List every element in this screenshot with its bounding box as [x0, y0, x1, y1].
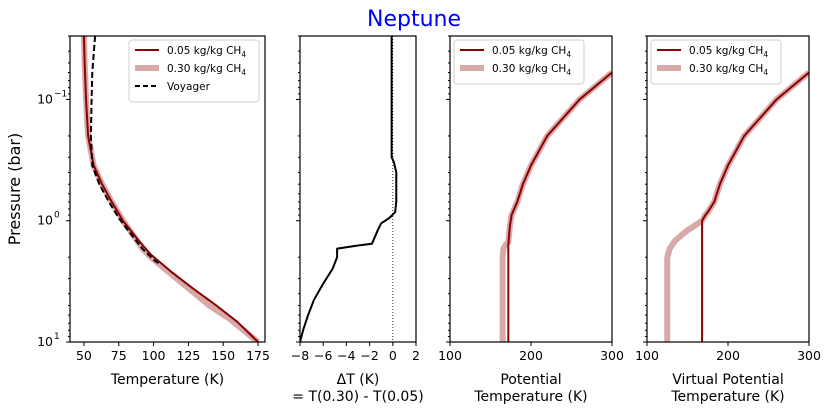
y-tick-exponent: 1 [54, 332, 60, 342]
legend-label-subscript: 4 [241, 50, 246, 59]
x-axis-label: Virtual Potential [672, 372, 784, 388]
y-tick-label: 10 [37, 334, 53, 349]
x-axis-label-line2: Temperature (K) [473, 389, 587, 405]
series-line-thick [499, 70, 612, 342]
y-axis-label: Pressure (bar) [5, 133, 24, 245]
y-tick-exponent: −1 [54, 89, 67, 99]
x-tick-label: −6 [314, 348, 332, 363]
legend-label: 0.05 kg/kg CH4 [492, 45, 571, 59]
x-tick-label: 150 [211, 348, 235, 363]
legend-label-subscript: 4 [763, 50, 768, 59]
legend-label: 0.30 kg/kg CH4 [492, 63, 571, 77]
series-line-thin [507, 71, 612, 342]
x-tick-label: 200 [716, 348, 740, 363]
x-tick-label: 100 [142, 348, 166, 363]
legend-label-subscript: 4 [241, 68, 246, 77]
x-tick-label: 200 [519, 348, 543, 363]
legend-label-subscript: 4 [763, 68, 768, 77]
series-line-thin [82, 36, 259, 342]
series-line-voyager [89, 36, 162, 266]
legend-box [128, 39, 260, 103]
legend-label-text: 0.05 kg/kg CH [689, 45, 763, 57]
x-tick-label: −8 [291, 348, 309, 363]
x-tick-label: 175 [246, 348, 270, 363]
legend-label: 0.05 kg/kg CH4 [167, 45, 246, 59]
legend-box [453, 39, 585, 85]
x-axis-label: Temperature (K) [110, 372, 224, 388]
y-tick-exponent: 0 [54, 211, 60, 221]
legend-label: 0.05 kg/kg CH4 [689, 45, 768, 59]
legend-label-text: 0.30 kg/kg CH [689, 63, 763, 75]
axes-frame [69, 35, 266, 343]
x-tick-label: 300 [797, 348, 821, 363]
legend-label-text: Voyager [167, 81, 211, 93]
x-tick-label: −4 [337, 348, 355, 363]
x-axis-label-line2: Temperature (K) [670, 389, 784, 405]
y-tick-label: 10 [37, 91, 53, 106]
legend-label: 0.30 kg/kg CH4 [167, 63, 246, 77]
x-tick-label: 125 [176, 348, 200, 363]
series-line-thick [664, 70, 809, 342]
legend-label: Voyager [167, 81, 211, 93]
series-line-voyager [300, 36, 398, 342]
x-tick-label: −2 [360, 348, 378, 363]
x-tick-label: 300 [600, 348, 624, 363]
x-axis-label: Potential [500, 372, 561, 388]
x-axis-label: ΔT (K) [337, 372, 380, 388]
x-axis-label-line2: = T(0.30) - T(0.05) [292, 389, 423, 405]
legend-label-subscript: 4 [566, 68, 571, 77]
x-tick-label: 75 [111, 348, 127, 363]
legend-label-subscript: 4 [566, 50, 571, 59]
panel-dt: −8 −6 −4 −2 0 2 ΔT (K)= T(0.30) - T(0.05) [291, 35, 424, 405]
legend-label-text: 0.05 kg/kg CH [492, 45, 566, 57]
x-tick-label: 100 [635, 348, 659, 363]
figure-title: Neptune [367, 7, 461, 32]
legend-label-text: 0.30 kg/kg CH [492, 63, 566, 75]
legend-label-text: 0.30 kg/kg CH [167, 63, 241, 75]
x-tick-label: 50 [76, 348, 92, 363]
x-tick-label: 100 [438, 348, 462, 363]
x-tick-label: 2 [412, 348, 420, 363]
y-tick-label: 10 [37, 213, 53, 228]
legend-label: 0.30 kg/kg CH4 [689, 63, 768, 77]
axes-frame [299, 35, 417, 343]
legend-label-text: 0.05 kg/kg CH [167, 45, 241, 57]
x-tick-label: 0 [389, 348, 397, 363]
legend-box [650, 39, 782, 85]
series-line-thin [701, 71, 809, 342]
